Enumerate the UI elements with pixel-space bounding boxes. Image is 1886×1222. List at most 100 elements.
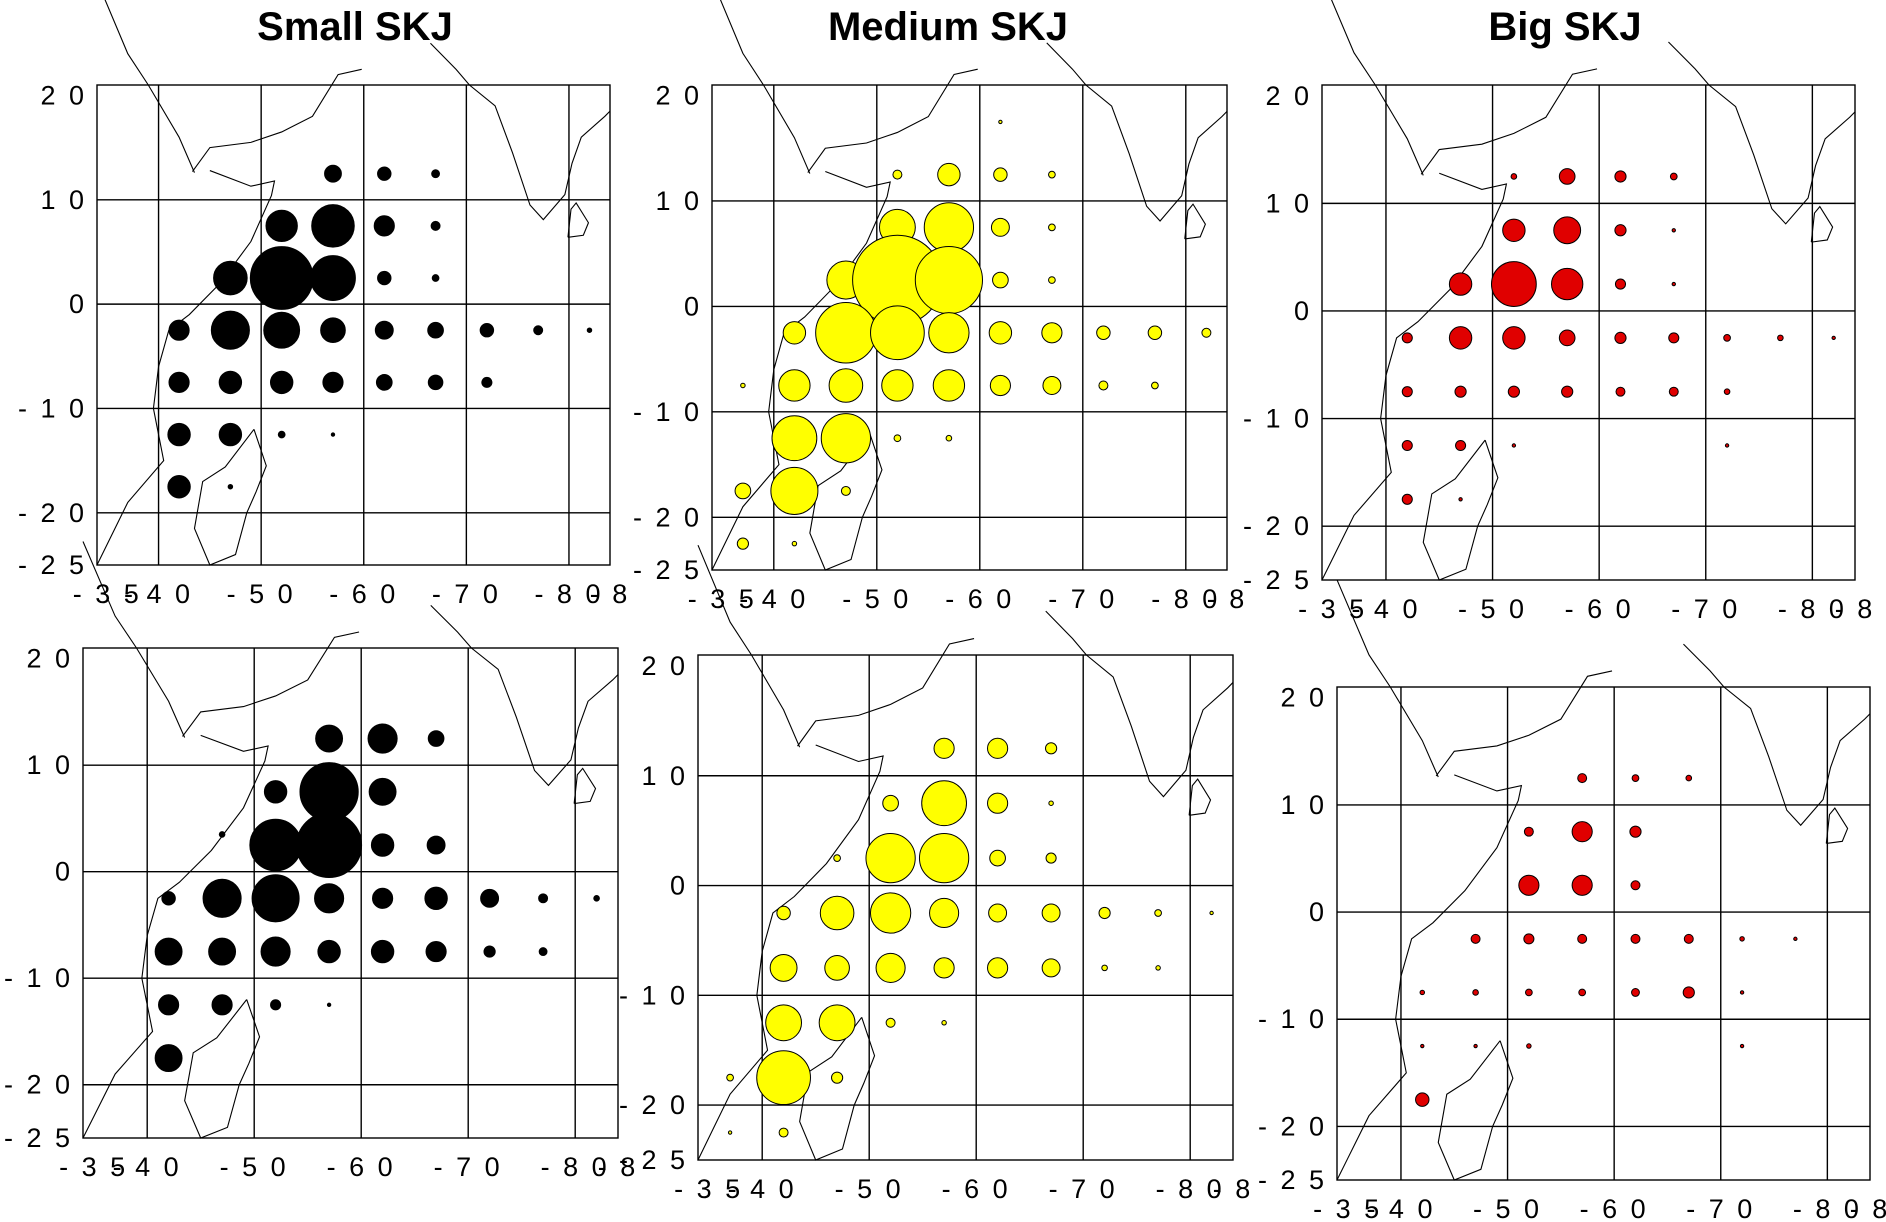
catch-bubble	[317, 939, 341, 964]
catch-bubble	[370, 939, 395, 964]
catch-bubble	[1502, 326, 1526, 350]
catch-bubble	[885, 1017, 896, 1028]
x-tick-label: - 6 0	[329, 579, 398, 609]
catch-bubble	[840, 485, 851, 496]
y-tick-label: 2 0	[1280, 683, 1327, 713]
catch-bubble	[1448, 326, 1473, 350]
catch-bubble	[1630, 880, 1641, 891]
coastline-path	[1683, 643, 1871, 827]
catch-bubble	[260, 936, 291, 967]
catch-bubble	[533, 325, 544, 336]
y-tick-label: 1 0	[40, 185, 87, 215]
catch-bubble	[865, 832, 916, 884]
catch-bubble	[818, 1004, 856, 1042]
coastline-path	[191, 68, 362, 172]
catch-bubble	[167, 475, 191, 499]
catch-bubble	[740, 382, 746, 389]
y-tick-label: 2 0	[641, 651, 688, 681]
catch-bubble	[1473, 1043, 1478, 1049]
x-tick-label: - 6 0	[1565, 594, 1634, 624]
x-tick-label: - 5 0	[1458, 594, 1527, 624]
x-tick-label: - 8	[598, 1152, 639, 1182]
catch-bubble	[154, 1044, 183, 1073]
catch-bubble	[881, 369, 914, 402]
coastline-path	[1321, 172, 1508, 581]
y-tick-label: 0	[1294, 296, 1312, 326]
x-tick-label: - 8 0	[1793, 1194, 1862, 1222]
x-tick-label: - 5 0	[220, 1152, 289, 1182]
catch-bubble	[480, 888, 500, 908]
y-tick-label: 1 0	[1280, 790, 1327, 820]
catch-bubble	[1096, 325, 1111, 340]
catch-bubbles	[154, 723, 600, 1073]
catch-bubble	[479, 322, 495, 338]
coastline-path	[1420, 68, 1598, 175]
catch-bubble	[1739, 1043, 1745, 1049]
map-panel: 2 01 00- 1 0- 2 0- 2 5- 3 5- 4 0- 5 0- 6…	[619, 545, 1250, 1204]
catch-bubble	[586, 327, 593, 333]
coastline	[82, 541, 619, 1139]
y-tick-label: - 2 0	[619, 1090, 688, 1120]
catch-bubble	[1048, 170, 1056, 179]
catch-bubble	[770, 466, 819, 515]
catch-bubble	[1454, 385, 1467, 398]
catch-bubble	[1510, 173, 1518, 180]
x-tick-label: - 7 0	[432, 579, 501, 609]
x-tick-label: - 4 0	[124, 579, 193, 609]
catch-bubble	[824, 955, 850, 981]
catch-bubble	[270, 999, 282, 1011]
catch-bubble	[1630, 933, 1641, 944]
catch-bubble	[1401, 493, 1413, 505]
catch-bubble	[1683, 933, 1694, 944]
map-panel: 2 01 00- 1 0- 2 0- 2 5- 3 5- 4 0- 5 0- 6…	[1258, 579, 1886, 1222]
y-tick-label: 0	[670, 871, 688, 901]
catch-bubble	[990, 217, 1010, 237]
catch-bubble	[1615, 386, 1626, 397]
coastline-path	[1668, 41, 1856, 225]
map-panel: 2 01 00- 1 0- 2 0- 2 5- 3 5- 4 0- 5 0- 6…	[1243, 0, 1872, 624]
coastline-path	[807, 68, 978, 173]
x-tick-label: - 7 0	[1686, 1194, 1755, 1222]
catch-bubble	[778, 369, 811, 402]
catch-bubble	[314, 883, 345, 914]
y-tick-label: 2 0	[655, 81, 702, 111]
catch-bubble	[929, 897, 960, 929]
y-tick-label: 0	[69, 289, 87, 319]
catch-bubble	[1048, 223, 1056, 232]
catch-bubble	[296, 812, 363, 879]
catch-bubble	[1455, 439, 1467, 452]
catch-bubble	[269, 370, 294, 395]
catch-bubble	[1571, 821, 1593, 843]
x-tick-label: - 8 0	[1156, 1174, 1225, 1204]
y-tick-label: 1 0	[26, 750, 73, 780]
coastline-path	[1046, 42, 1228, 222]
catch-bubble	[1631, 774, 1640, 782]
catch-bubble	[1526, 1043, 1532, 1049]
catch-bubble	[992, 271, 1009, 289]
x-tick-label: - 6 0	[327, 1152, 396, 1182]
y-tick-label: - 1 0	[1258, 1004, 1327, 1034]
catch-bubble	[430, 220, 441, 231]
catch-bubble	[870, 305, 925, 361]
catch-bubble	[1420, 1043, 1425, 1049]
catch-bubble	[370, 833, 395, 857]
catch-bubble	[1518, 874, 1540, 896]
x-tick-label: - 3 5	[674, 1174, 743, 1204]
catch-bubble	[1448, 272, 1473, 296]
catch-bubble	[736, 537, 750, 550]
catch-bubbles	[726, 737, 1214, 1138]
catch-bubble	[367, 723, 398, 754]
catch-bubble	[1401, 332, 1413, 344]
catch-bubble	[1045, 852, 1057, 864]
catch-bubble	[820, 413, 872, 464]
x-tick-label: - 7 0	[1671, 594, 1740, 624]
catch-bubble	[1458, 497, 1463, 502]
coastline-path	[1184, 203, 1206, 240]
y-tick-label: - 2 0	[633, 502, 702, 532]
coastline-path	[104, 0, 195, 173]
catch-bubble	[1490, 261, 1537, 307]
coastline-path	[1825, 807, 1849, 845]
catch-bubble	[168, 319, 190, 341]
catch-bubble	[914, 245, 984, 315]
catch-bubble	[320, 317, 346, 344]
